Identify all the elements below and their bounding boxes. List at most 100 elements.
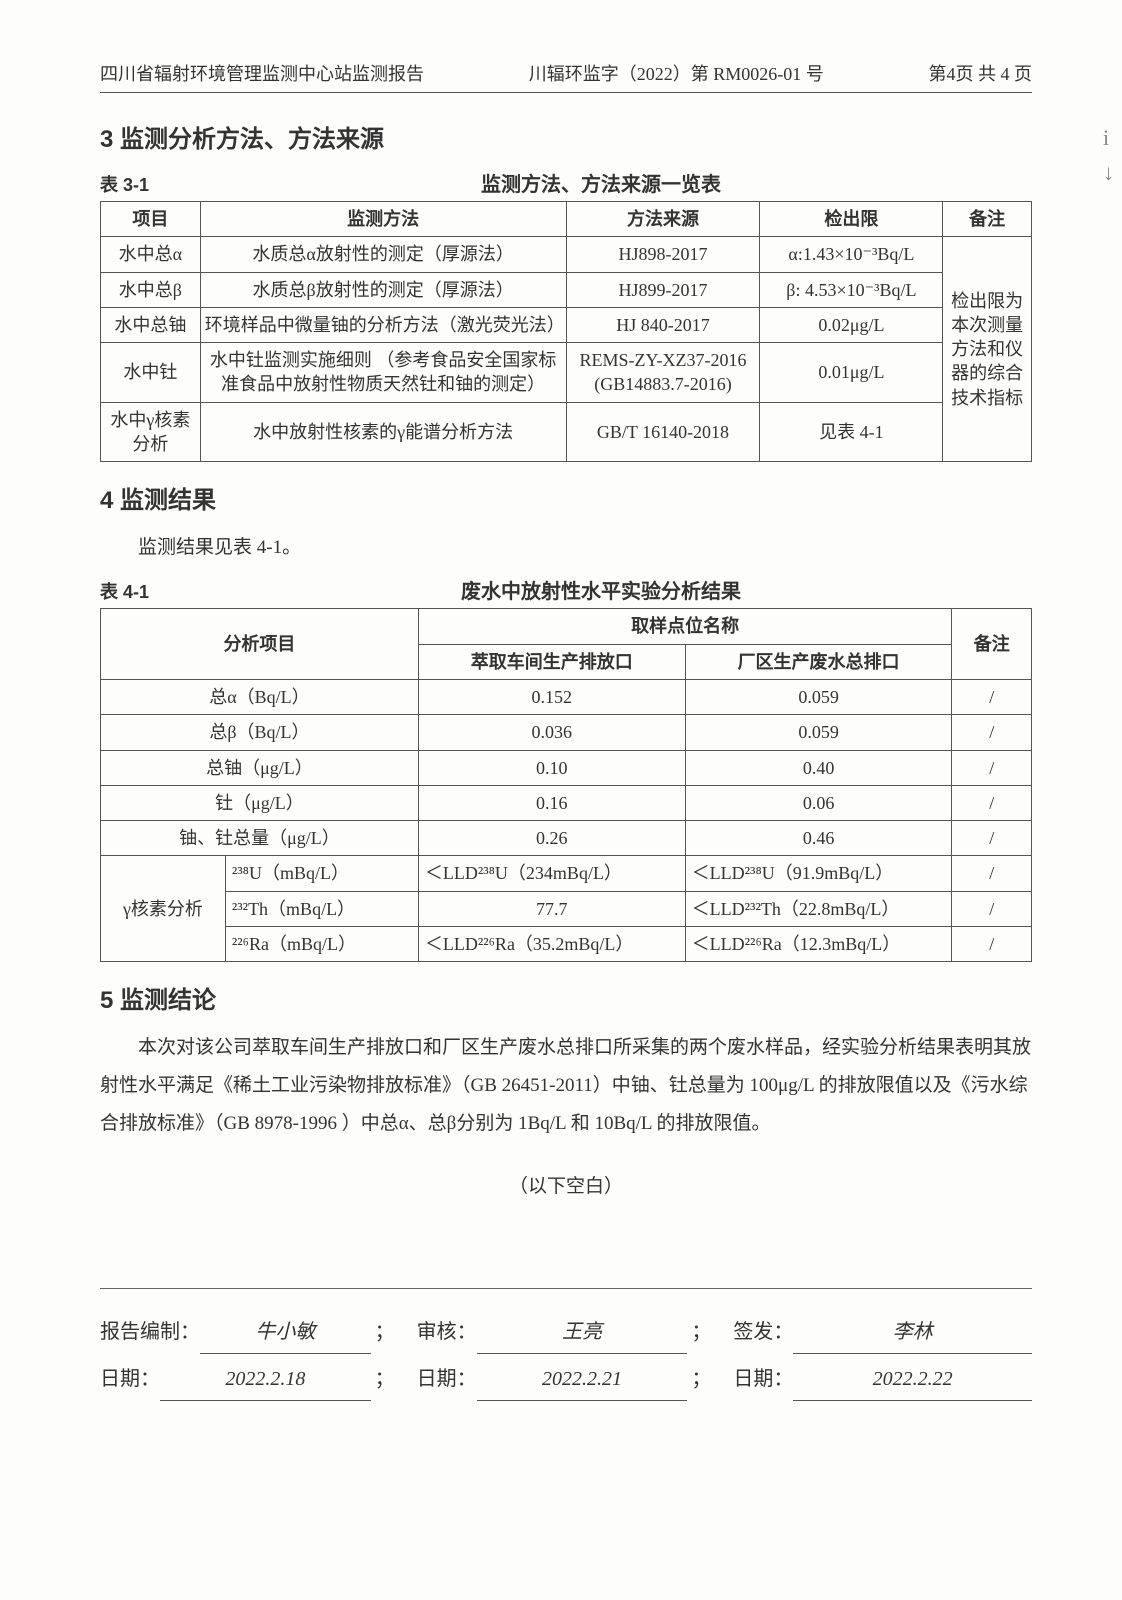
cell: 77.7 bbox=[418, 891, 685, 926]
table-row: γ核素分析 ²³⁸U（mBq/L） ＜LLD²³⁸U（234mBq/L） ＜LL… bbox=[101, 856, 1032, 891]
cell: / bbox=[952, 821, 1032, 856]
sig-label: 日期： bbox=[100, 1358, 160, 1400]
cell: 铀、钍总量（μg/L） bbox=[101, 821, 419, 856]
mark-b: ↓ bbox=[1103, 155, 1114, 190]
cell: 0.01μg/L bbox=[760, 343, 943, 403]
th-loc2: 厂区生产废水总排口 bbox=[685, 644, 952, 679]
cell: ＜LLD²²⁶Ra（35.2mBq/L） bbox=[418, 927, 685, 962]
sig-sep: ； bbox=[687, 1311, 715, 1353]
table-row: 项目 监测方法 方法来源 检出限 备注 bbox=[101, 202, 1032, 237]
cell: 0.059 bbox=[685, 679, 952, 714]
sig-sep: ； bbox=[371, 1311, 399, 1353]
cell: 0.40 bbox=[685, 750, 952, 785]
signature-row-names: 报告编制： 牛小敏 ； 审核： 王亮 ； 签发： 李林 bbox=[100, 1311, 1032, 1354]
cell: 水中放射性核素的γ能谱分析方法 bbox=[200, 402, 566, 462]
cell: HJ 840-2017 bbox=[566, 307, 760, 342]
cell: 0.06 bbox=[685, 785, 952, 820]
cell-gamma-label: γ核素分析 bbox=[101, 856, 226, 962]
cell: 见表 4-1 bbox=[760, 402, 943, 462]
section-5-title: 5 监测结论 bbox=[100, 980, 1032, 1015]
table-4-1: 分析项目 取样点位名称 备注 萃取车间生产排放口 厂区生产废水总排口 总α（Bq… bbox=[100, 608, 1032, 962]
cell: 0.46 bbox=[685, 821, 952, 856]
cell: HJ899-2017 bbox=[566, 272, 760, 307]
cell: 0.16 bbox=[418, 785, 685, 820]
sig-label: 日期： bbox=[417, 1358, 477, 1400]
cell: 0.059 bbox=[685, 715, 952, 750]
table-4-1-label: 表 4-1 废水中放射性水平实验分析结果 bbox=[100, 575, 1032, 604]
cell: 水中总β bbox=[101, 272, 201, 307]
table-row: 水中总铀 环境样品中微量铀的分析方法（激光荧光法） HJ 840-2017 0.… bbox=[101, 307, 1032, 342]
table-3-1: 项目 监测方法 方法来源 检出限 备注 水中总α 水质总α放射性的测定（厚源法）… bbox=[100, 201, 1032, 462]
sig-value: 牛小敏 bbox=[200, 1311, 371, 1354]
cell: / bbox=[952, 785, 1032, 820]
th-remark: 备注 bbox=[952, 609, 1032, 680]
sig-value: 王亮 bbox=[477, 1311, 688, 1354]
cell: GB/T 16140-2018 bbox=[566, 402, 760, 462]
cell: 水质总β放射性的测定（厚源法） bbox=[200, 272, 566, 307]
sig-value: 李林 bbox=[793, 1311, 1032, 1354]
cell: / bbox=[952, 891, 1032, 926]
table-row: 分析项目 取样点位名称 备注 bbox=[101, 609, 1032, 644]
sig-sep: ； bbox=[687, 1358, 715, 1400]
sig-date-issuer: 日期： 2022.2.22 bbox=[733, 1358, 1032, 1401]
cell: 总铀（μg/L） bbox=[101, 750, 419, 785]
sig-reviewer: 审核： 王亮 ； bbox=[417, 1311, 716, 1354]
table-3-1-num: 表 3-1 bbox=[100, 171, 170, 197]
th-limit: 检出限 bbox=[760, 202, 943, 237]
sig-value: 2022.2.22 bbox=[793, 1358, 1032, 1401]
table-row: 总铀（μg/L） 0.10 0.40 / bbox=[101, 750, 1032, 785]
cell: ＜LLD²³⁸U（91.9mBq/L） bbox=[685, 856, 952, 891]
table-row: 水中总α 水质总α放射性的测定（厚源法） HJ898-2017 α:1.43×1… bbox=[101, 237, 1032, 272]
page-header: 四川省辐射环境管理监测中心站监测报告 川辐环监字（2022）第 RM0026-0… bbox=[100, 60, 1032, 93]
cell: 总α（Bq/L） bbox=[101, 679, 419, 714]
signature-row-dates: 日期： 2022.2.18 ； 日期： 2022.2.21 ； 日期： 2022… bbox=[100, 1358, 1032, 1401]
table-4-1-num: 表 4-1 bbox=[100, 578, 170, 604]
cell: 水中钍监测实施细则 （参考食品安全国家标准食品中放射性物质天然钍和铀的测定） bbox=[200, 343, 566, 403]
table-row: 水中γ核素分析 水中放射性核素的γ能谱分析方法 GB/T 16140-2018 … bbox=[101, 402, 1032, 462]
sig-label: 审核： bbox=[417, 1311, 477, 1353]
th-method: 监测方法 bbox=[200, 202, 566, 237]
cell: 钍（μg/L） bbox=[101, 785, 419, 820]
cell: ²³²Th（mBq/L） bbox=[225, 891, 418, 926]
sig-value: 2022.2.21 bbox=[477, 1358, 688, 1401]
cell: 水中总铀 bbox=[101, 307, 201, 342]
cell: ＜LLD²²⁶Ra（12.3mBq/L） bbox=[685, 927, 952, 962]
section-4-intro: 监测结果见表 4-1。 bbox=[100, 529, 1032, 567]
table-row: 总β（Bq/L） 0.036 0.059 / bbox=[101, 715, 1032, 750]
sig-sep: ； bbox=[371, 1358, 399, 1400]
sig-value: 2022.2.18 bbox=[160, 1358, 371, 1401]
page: i ↓ 四川省辐射环境管理监测中心站监测报告 川辐环监字（2022）第 RM00… bbox=[0, 0, 1122, 1600]
table-3-1-label: 表 3-1 监测方法、方法来源一览表 bbox=[100, 168, 1032, 197]
cell: 0.10 bbox=[418, 750, 685, 785]
th-loc1: 萃取车间生产排放口 bbox=[418, 644, 685, 679]
cell: 0.036 bbox=[418, 715, 685, 750]
cell: ²²⁶Ra（mBq/L） bbox=[225, 927, 418, 962]
cell: β: 4.53×10⁻³Bq/L bbox=[760, 272, 943, 307]
th-source: 方法来源 bbox=[566, 202, 760, 237]
table-row: ²³²Th（mBq/L） 77.7 ＜LLD²³²Th（22.8mBq/L） / bbox=[101, 891, 1032, 926]
cell: HJ898-2017 bbox=[566, 237, 760, 272]
header-left: 四川省辐射环境管理监测中心站监测报告 bbox=[100, 60, 424, 86]
section-4-title: 4 监测结果 bbox=[100, 480, 1032, 515]
cell: / bbox=[952, 856, 1032, 891]
cell: 水质总α放射性的测定（厚源法） bbox=[200, 237, 566, 272]
header-center: 川辐环监字（2022）第 RM0026-01 号 bbox=[529, 60, 824, 86]
table-row: ²²⁶Ra（mBq/L） ＜LLD²²⁶Ra（35.2mBq/L） ＜LLD²²… bbox=[101, 927, 1032, 962]
cell: 水中总α bbox=[101, 237, 201, 272]
cell-remark: 检出限为本次测量方法和仪器的综合技术指标 bbox=[943, 237, 1032, 462]
table-row: 水中总β 水质总β放射性的测定（厚源法） HJ899-2017 β: 4.53×… bbox=[101, 272, 1032, 307]
sig-label: 签发： bbox=[733, 1311, 793, 1353]
th-remark: 备注 bbox=[943, 202, 1032, 237]
signature-block: 报告编制： 牛小敏 ； 审核： 王亮 ； 签发： 李林 日期： 2022.2.1… bbox=[100, 1288, 1032, 1401]
cell: REMS-ZY-XZ37-2016 (GB14883.7-2016) bbox=[566, 343, 760, 403]
cell: α:1.43×10⁻³Bq/L bbox=[760, 237, 943, 272]
below-blank: （以下空白） bbox=[100, 1171, 1032, 1198]
table-3-1-title: 监测方法、方法来源一览表 bbox=[170, 168, 1032, 197]
cell: 0.26 bbox=[418, 821, 685, 856]
header-right: 第4页 共 4 页 bbox=[928, 60, 1032, 86]
sig-editor: 报告编制： 牛小敏 ； bbox=[100, 1311, 399, 1354]
sig-issuer: 签发： 李林 bbox=[733, 1311, 1032, 1354]
sig-label: 报告编制： bbox=[100, 1311, 200, 1353]
cell: 水中γ核素分析 bbox=[101, 402, 201, 462]
th-loc-group: 取样点位名称 bbox=[418, 609, 952, 644]
